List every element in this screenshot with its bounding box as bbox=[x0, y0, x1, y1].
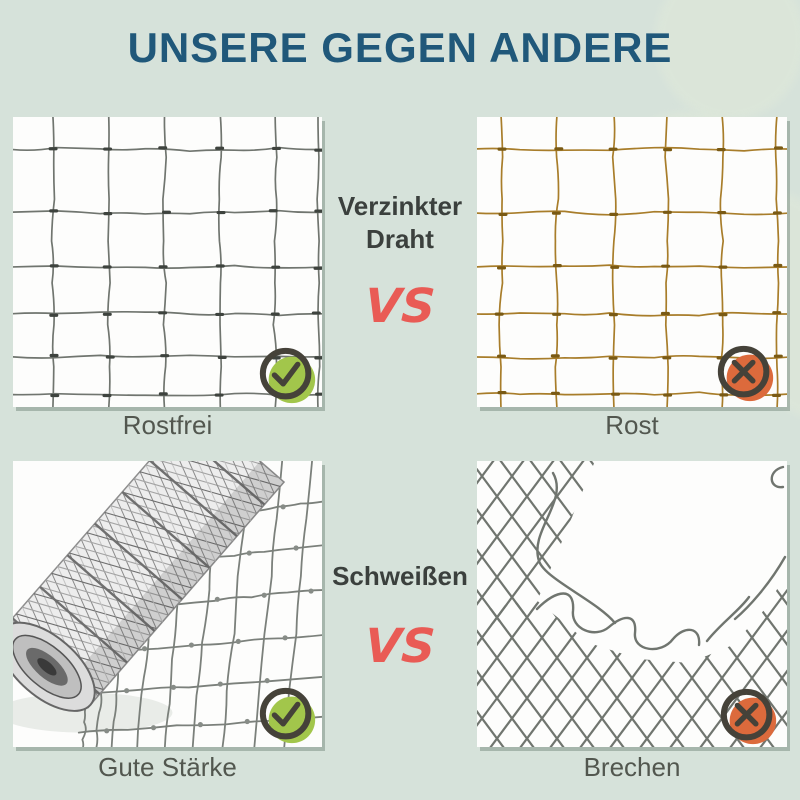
cross-badge bbox=[719, 687, 781, 749]
vs-label: VS bbox=[363, 279, 437, 334]
cross-icon bbox=[717, 345, 774, 402]
page-title: UNSERE GEGEN ANDERE bbox=[127, 24, 673, 71]
clean-mesh-illustration bbox=[13, 117, 322, 407]
panel-other-mesh-rusty bbox=[477, 117, 787, 407]
broken-chainlink-illustration bbox=[477, 461, 787, 747]
panel-caption: Rostfrei bbox=[122, 410, 213, 440]
panel-our-mesh-roll bbox=[13, 461, 322, 747]
panel-other-mesh-broken bbox=[477, 461, 787, 747]
check-badge bbox=[258, 346, 320, 408]
check-badge bbox=[258, 686, 320, 748]
feature-label-wire: Verzinkter Draht bbox=[337, 191, 463, 254]
panel-caption: Brechen bbox=[583, 752, 681, 782]
check-icon bbox=[259, 347, 316, 404]
panel-caption: Rost bbox=[605, 410, 659, 440]
panel-caption: Gute Stärke bbox=[98, 752, 237, 782]
feature-label-welding: Schweißen bbox=[332, 561, 468, 591]
cross-icon bbox=[720, 688, 777, 745]
mesh-roll-illustration bbox=[13, 461, 322, 747]
cross-badge bbox=[716, 344, 778, 406]
vs-label: VS bbox=[363, 619, 437, 674]
check-icon bbox=[259, 687, 316, 744]
